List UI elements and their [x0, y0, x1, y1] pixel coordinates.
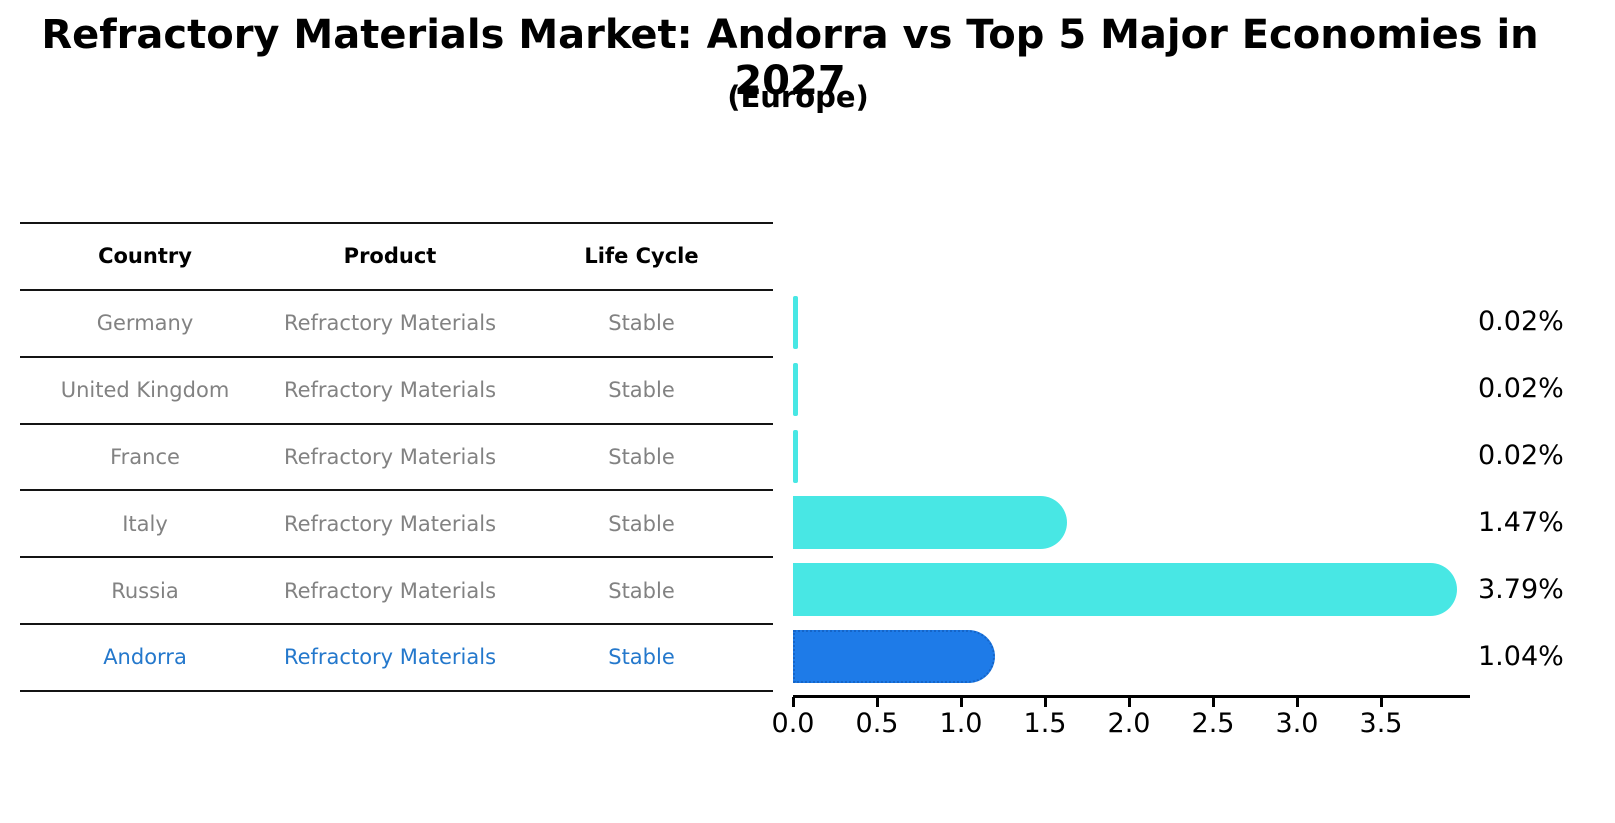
table-row: Russia Refractory Materials Stable: [20, 558, 773, 626]
table-cell-product: Refractory Materials: [283, 645, 497, 670]
bar-value-label: 3.79%: [1478, 573, 1564, 605]
table-cell-life_cycle: Stable: [608, 311, 675, 336]
x-axis-tick-label: 2.5: [1191, 708, 1235, 739]
table-cell-product: Refractory Materials: [283, 578, 497, 603]
table-cell-country: Russia: [111, 578, 179, 603]
table-row: Andorra Refractory Materials Stable: [20, 625, 773, 692]
table-cell-country: Italy: [122, 511, 168, 536]
bar-value-label: 1.04%: [1478, 640, 1564, 672]
table-header-cell: Product: [343, 244, 437, 269]
x-axis-tick: [1295, 697, 1299, 707]
table-header-cell: Life Cycle: [584, 244, 699, 269]
table-cell-product: Refractory Materials: [283, 511, 497, 536]
x-axis-tick: [1379, 697, 1383, 707]
table-header-cell: Country: [98, 244, 192, 269]
x-axis-line: [793, 695, 1470, 698]
table-cell-life_cycle: Stable: [608, 444, 675, 469]
x-axis-tick-label: 3.0: [1275, 708, 1319, 739]
x-axis-tick: [1211, 697, 1215, 707]
bar-italy: [793, 496, 1067, 550]
bar-value-label: 0.02%: [1478, 440, 1564, 471]
bar-france: [793, 429, 798, 483]
table-cell-country: Andorra: [103, 645, 187, 670]
table-row: Germany Refractory Materials Stable: [20, 291, 773, 358]
table-cell-life_cycle: Stable: [608, 578, 675, 603]
x-axis-tick-label: 0.5: [855, 708, 899, 739]
bar-value-label: 1.47%: [1478, 506, 1564, 538]
x-axis-tick: [791, 697, 795, 707]
x-axis-tick: [1043, 697, 1047, 707]
bar-united-kingdom: [793, 362, 798, 416]
x-axis-tick-label: 3.5: [1359, 708, 1403, 739]
bar-andorra: [793, 630, 995, 684]
table-cell-country: United Kingdom: [60, 378, 230, 403]
table-cell-product: Refractory Materials: [283, 378, 497, 403]
x-axis-tick-label: 1.5: [1023, 708, 1067, 739]
table-row: France Refractory Materials Stable: [20, 425, 773, 492]
table-cell-product: Refractory Materials: [283, 444, 497, 469]
bar-value-label: 0.02%: [1478, 306, 1564, 338]
x-axis-tick-label: 0.0: [771, 708, 815, 739]
chart-subtitle: (Europe): [727, 80, 869, 114]
table-cell-country: France: [110, 444, 180, 469]
x-axis-tick: [1127, 697, 1131, 707]
bar-russia: [793, 563, 1457, 617]
table-row: United Kingdom Refractory Materials Stable: [20, 358, 773, 425]
table-cell-product: Refractory Materials: [283, 311, 497, 336]
x-axis-tick-label: 1.0: [939, 708, 983, 739]
x-axis-tick: [875, 697, 879, 707]
country-table: Country Product Life Cycle Germany Refractor…: [20, 222, 773, 692]
table-cell-life_cycle: Stable: [608, 645, 675, 670]
table-cell-life_cycle: Stable: [608, 511, 675, 536]
table-row: Italy Refractory Materials Stable: [20, 491, 773, 559]
table-cell-country: Germany: [96, 311, 194, 336]
x-axis-tick: [959, 697, 963, 707]
table-cell-life_cycle: Stable: [608, 378, 675, 403]
x-axis-tick-label: 2.0: [1107, 708, 1151, 739]
bar-germany: [793, 295, 798, 349]
chart-title: Refractory Materials Market: Andorra vs …: [41, 12, 1539, 104]
table-header-row: Country Product Life Cycle: [20, 224, 773, 291]
bar-value-label: 0.02%: [1478, 373, 1564, 405]
